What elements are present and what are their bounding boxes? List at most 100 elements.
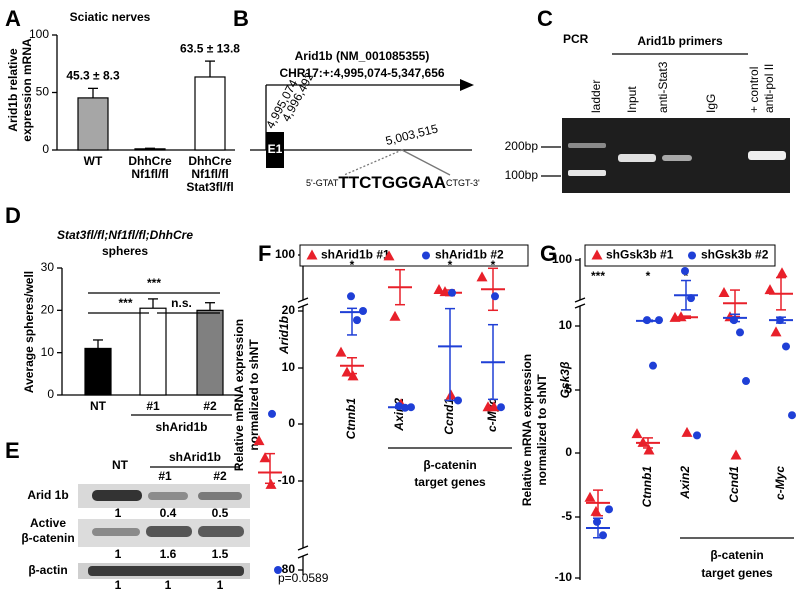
blot-band	[148, 492, 188, 500]
lane-label: Input	[625, 86, 639, 113]
size-label: 100bp	[505, 168, 539, 182]
point	[433, 284, 445, 294]
gel-band	[662, 155, 692, 161]
point	[268, 409, 276, 418]
legend-box	[299, 244, 529, 267]
lane-label: IgG	[704, 94, 718, 113]
column-label: #2	[213, 469, 227, 483]
significance-label: ***	[591, 269, 605, 283]
significance-label: *	[491, 258, 496, 272]
quant-value: 1	[165, 578, 172, 592]
blot-band	[198, 492, 242, 500]
point	[681, 267, 689, 275]
group-label: β-catenin	[710, 548, 763, 562]
bar	[196, 309, 224, 396]
chart-title: Stat3fl/fl;Nf1fl/fl;DhhCre	[57, 228, 193, 242]
x-tick-label: Ctnnb1	[344, 398, 358, 440]
y-tick-label: 0	[47, 387, 54, 401]
exon-box	[266, 132, 284, 168]
gel-band	[568, 143, 606, 148]
significance-label: *	[684, 269, 689, 283]
panel-letter: B	[233, 6, 249, 31]
point	[353, 316, 361, 325]
point	[383, 250, 395, 261]
y-axis-label: Relative mRNA expression	[520, 354, 534, 506]
significance-label: *	[448, 258, 453, 272]
point	[253, 435, 265, 446]
axis-gene-label: Gsk3β	[558, 361, 572, 398]
y-tick-label: -80	[278, 562, 296, 576]
x-tick-label: #2	[203, 399, 217, 413]
x-tick-label: Ccnd1	[727, 466, 741, 503]
position-label: 5,003,515	[384, 121, 440, 148]
point	[649, 361, 657, 370]
point	[389, 310, 401, 321]
y-tick-label: 100	[29, 27, 49, 41]
axis-break	[574, 297, 586, 303]
point	[584, 491, 596, 502]
y-axis-label: normalized to shNT	[247, 339, 261, 451]
point	[347, 292, 355, 301]
row-label: β-catenin	[21, 531, 74, 545]
legend-marker	[306, 249, 318, 260]
gene-title: Arid1b (NM_001085355)	[295, 49, 430, 63]
sequence-motif: TTCTGGGAA	[338, 173, 446, 192]
bar	[134, 148, 166, 151]
legend-label: shArid1b #2	[435, 248, 504, 262]
point	[605, 505, 613, 514]
y-axis-label: normalized to shNT	[535, 374, 549, 486]
y-tick-label: 10	[282, 360, 296, 374]
y-tick-label: 20	[282, 303, 296, 317]
y-axis-label: Relative mRNA expression	[232, 319, 246, 471]
y-tick-label: 10	[559, 318, 573, 332]
point	[497, 403, 505, 412]
arrow-head	[460, 79, 474, 91]
point	[274, 566, 282, 574]
lane-label: anti-pol II	[762, 64, 776, 113]
y-tick-label: 0	[565, 445, 572, 459]
y-tick-label: 0	[288, 416, 295, 430]
significance-label: n.s.	[171, 296, 192, 310]
group-label: target genes	[701, 566, 773, 580]
gel-band	[748, 151, 786, 160]
pointer-line	[343, 149, 403, 176]
point	[590, 505, 602, 516]
value-label: 63.5 ± 13.8	[180, 41, 240, 55]
y-tick-label: 100	[275, 247, 295, 261]
value-label: 45.3 ± 8.3	[66, 69, 120, 83]
bar	[84, 347, 112, 396]
axis-break	[297, 297, 309, 303]
quant-value: 1.5	[212, 547, 229, 561]
lane-label: + control	[747, 67, 761, 113]
row-label: Arid 1b	[27, 488, 68, 502]
axis-gene-label: Arid1b	[277, 316, 291, 355]
panel-letter: F	[258, 241, 271, 266]
x-tick-label: c-Myc	[773, 466, 787, 500]
exon-label: E1	[268, 142, 283, 156]
point	[764, 284, 776, 295]
panel-letter: C	[537, 6, 553, 31]
blot-band	[88, 566, 244, 576]
quant-value: 1.6	[160, 547, 177, 561]
group-label: β-catenin	[423, 458, 476, 472]
point	[788, 411, 796, 420]
point	[631, 428, 643, 439]
blot-band	[146, 526, 192, 537]
column-label: #1	[158, 469, 172, 483]
panel-letter: G	[540, 241, 557, 266]
row-label: Active	[30, 516, 66, 530]
blot-band	[92, 490, 142, 501]
point	[776, 267, 788, 278]
sequence: 5'-GTATTTCTGGGAACTGT-3'	[306, 173, 480, 192]
x-tick-label: NT	[90, 399, 107, 413]
legend-marker	[688, 251, 696, 260]
point	[476, 271, 488, 282]
group-label: shArid1b	[169, 450, 221, 464]
y-tick-label: 30	[41, 260, 55, 274]
point	[491, 292, 499, 301]
legend-marker	[422, 251, 430, 260]
y-tick-label: 50	[36, 85, 50, 99]
gel-band	[618, 154, 656, 162]
point	[643, 444, 655, 455]
